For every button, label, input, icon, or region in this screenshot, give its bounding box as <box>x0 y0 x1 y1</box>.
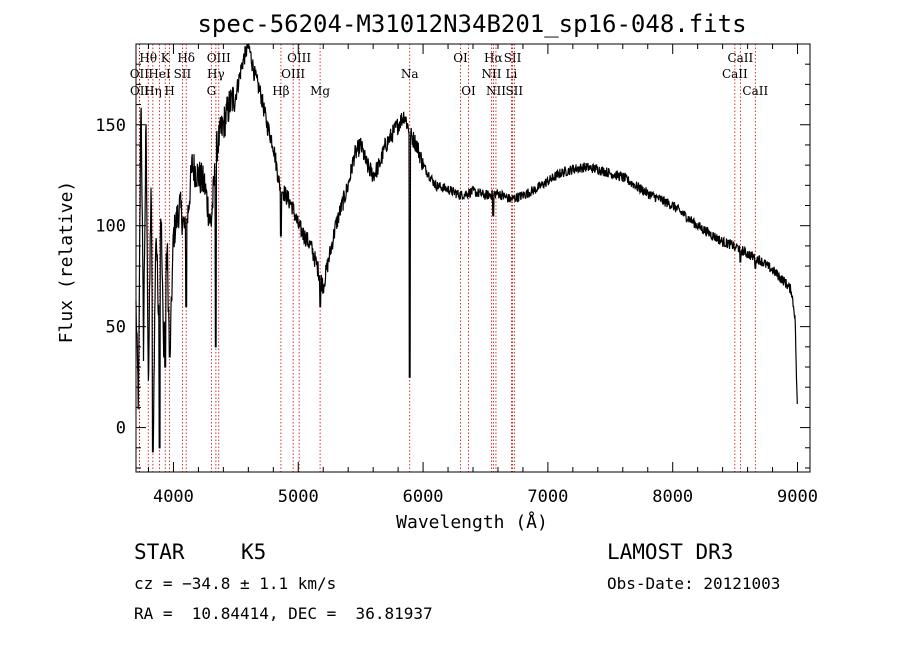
spectrum-line <box>135 43 798 453</box>
line-marker-label: Hα <box>484 51 503 65</box>
x-tick-label: 7000 <box>527 487 568 507</box>
object-class: STAR <box>134 540 185 564</box>
line-marker-label: OI <box>461 84 476 98</box>
y-axis-label: Flux (relative) <box>56 181 77 344</box>
coordinates-readout: RA = 10.84414, DEC = 36.81937 <box>134 604 433 623</box>
line-marker-label: OI <box>453 51 468 65</box>
y-tick-label: 50 <box>106 318 126 338</box>
line-marker-label: Na <box>401 67 419 81</box>
line-marker-label: HeI <box>148 67 171 81</box>
x-tick-label: 9000 <box>777 487 818 507</box>
line-marker-label: CaII <box>722 67 748 81</box>
line-marker-label: G <box>207 84 217 98</box>
x-tick-label: 6000 <box>403 487 444 507</box>
observation-date: Obs-Date: 20121003 <box>607 574 781 593</box>
line-marker-label: SII <box>505 84 523 98</box>
x-tick-label: 5000 <box>278 487 319 507</box>
line-marker-label: K <box>161 51 171 65</box>
line-marker-label: Hη <box>144 84 162 98</box>
axis-ticks: 4000 5000 6000 7000 8000 9000 0 50 100 150 <box>95 44 818 507</box>
plot-frame <box>135 43 811 473</box>
line-marker-label: OIII <box>207 51 231 65</box>
line-marker-label: Hδ <box>177 51 195 65</box>
line-marker-label: SII <box>504 51 522 65</box>
y-tick-label: 150 <box>95 116 126 136</box>
spectrum-chart: spec-56204-M31012N34B201_sp16-048.fits H… <box>56 10 818 533</box>
line-marker-label: OIII <box>287 51 311 65</box>
x-axis-label: Wavelength (Å) <box>396 511 548 533</box>
line-marker-label: CaII <box>742 84 768 98</box>
line-marker-label: H <box>164 84 174 98</box>
line-marker-label: Hγ <box>207 67 225 81</box>
x-tick-label: 4000 <box>153 487 194 507</box>
line-marker-label: OII <box>130 84 150 98</box>
line-marker-label: NII <box>486 84 506 98</box>
y-tick-label: 100 <box>95 217 126 237</box>
object-subclass: K5 <box>241 540 267 564</box>
x-tick-label: 8000 <box>652 487 693 507</box>
y-tick-label: 0 <box>116 419 126 439</box>
chart-title: spec-56204-M31012N34B201_sp16-048.fits <box>197 10 746 38</box>
line-marker-label: SII <box>174 67 192 81</box>
line-marker-label: Hθ <box>139 51 157 65</box>
survey-name: LAMOST DR3 <box>607 540 734 564</box>
line-marker-label: Li <box>506 67 518 81</box>
redshift-readout: cz = −34.8 ± 1.1 km/s <box>134 574 337 593</box>
line-marker-label: Hβ <box>272 84 289 98</box>
line-marker-label: Mg <box>310 84 330 98</box>
line-marker-label: NII <box>481 67 501 81</box>
line-marker-label: OII <box>130 67 150 81</box>
line-marker-label: OIII <box>281 67 305 81</box>
line-marker-label: CaII <box>727 51 753 65</box>
